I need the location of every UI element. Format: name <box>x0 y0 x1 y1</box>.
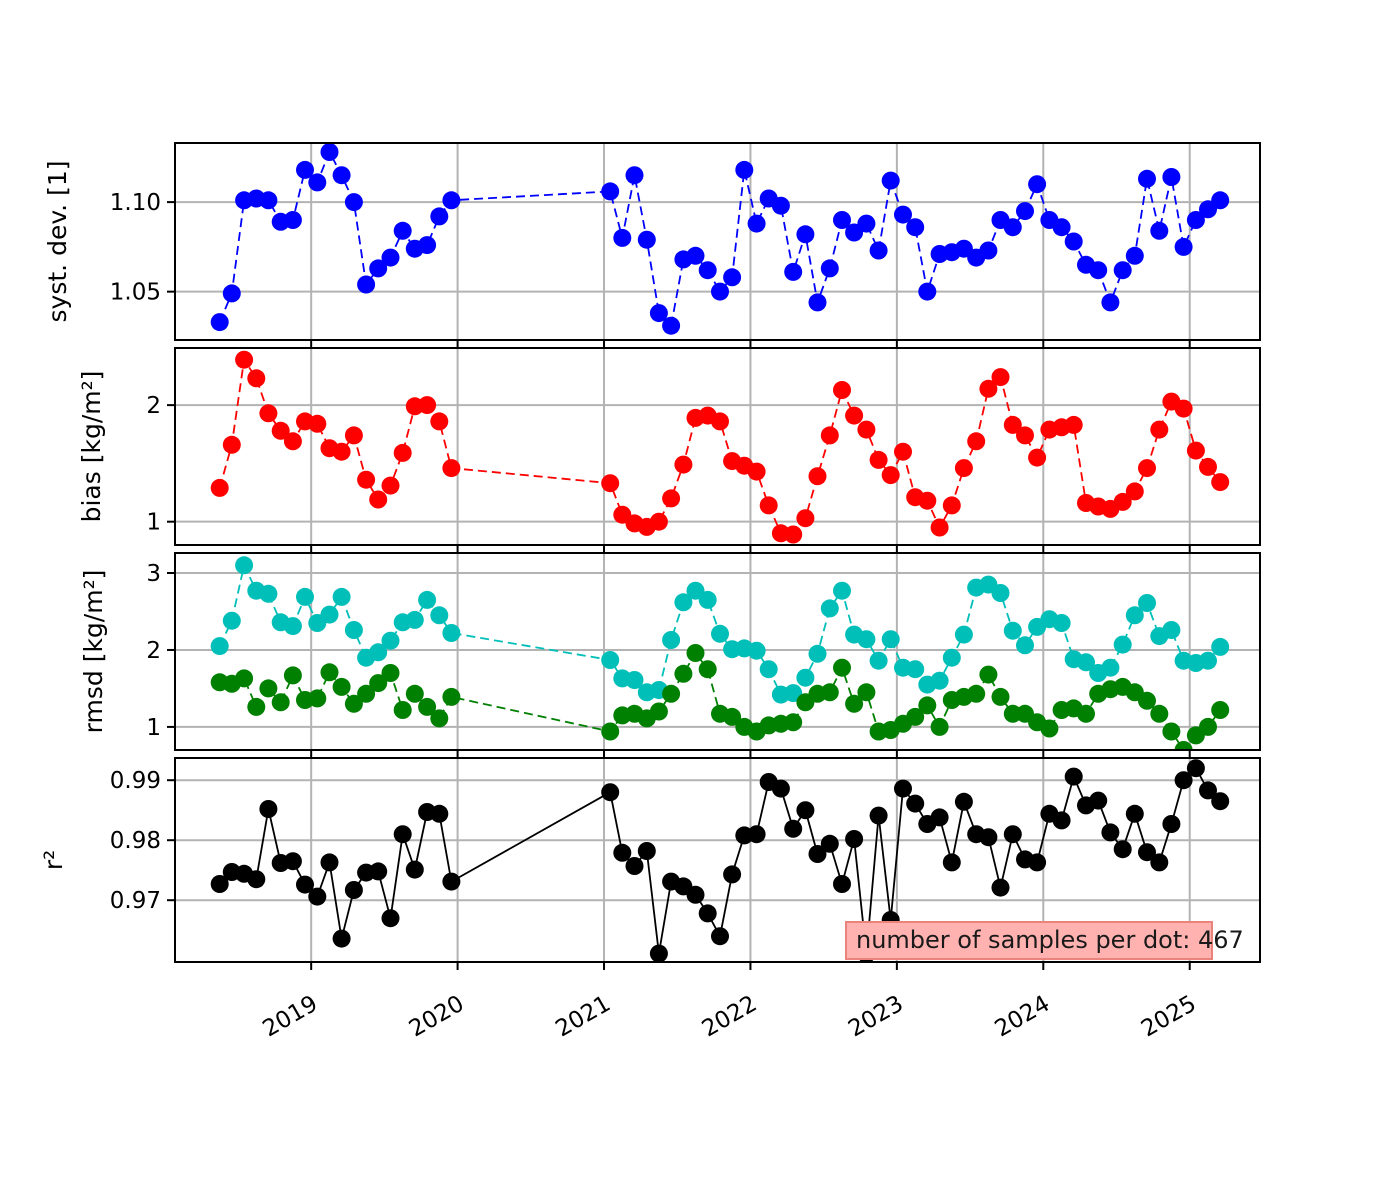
y-tick-label-syst-dev: 1.10 <box>110 190 161 216</box>
series-rmsd-total <box>210 556 1230 704</box>
grid-bias <box>175 348 1260 545</box>
y-tick-label-r2: 0.98 <box>110 828 161 854</box>
axes-spines-r2 <box>174 757 1261 963</box>
y-tick-label-r2: 0.97 <box>110 888 161 914</box>
y-tick-label-bias: 2 <box>146 393 161 419</box>
ticks-syst-dev <box>167 201 1191 348</box>
y-axis-label-rmsd: rmsd [kg/m²] <box>79 570 108 734</box>
series-points-r2 <box>210 759 1230 962</box>
y-tick-label-rmsd: 3 <box>146 561 161 587</box>
series-points-rmsd-unbiased <box>210 644 1230 750</box>
axes-spines-syst-dev <box>174 142 1261 341</box>
samples-annotation-box: number of samples per dot: 467 <box>845 921 1244 960</box>
panel-r2: 0.97 0.98 0.99 r² <box>39 757 1261 970</box>
series-points-bias <box>210 350 1230 544</box>
axes-spines-rmsd <box>174 552 1261 751</box>
y-axis-label-syst-dev: syst. dev. [1] <box>43 161 72 323</box>
samples-annotation-text: number of samples per dot: 467 <box>856 926 1244 954</box>
ticks-r2 <box>167 779 1191 970</box>
series-points-syst-dev <box>210 143 1230 335</box>
y-axis-label-bias: bias [kg/m²] <box>77 371 106 523</box>
series-rmsd-unbiased <box>210 644 1230 750</box>
y-tick-label-bias: 1 <box>146 510 161 536</box>
y-tick-label-rmsd: 1 <box>146 715 161 741</box>
grid-rmsd <box>175 553 1260 750</box>
series-r2 <box>210 759 1230 962</box>
y-tick-label-syst-dev: 1.05 <box>110 280 161 306</box>
ticks-rmsd <box>167 572 1191 758</box>
panel-syst-dev: 1.05 1.10 syst. dev. [1] <box>43 142 1261 348</box>
panel-rmsd: 1 2 3 rmsd [kg/m²] <box>79 552 1261 758</box>
y-tick-label-rmsd: 2 <box>146 638 161 664</box>
axes-spines-bias <box>174 347 1261 546</box>
series-bias <box>210 350 1230 544</box>
y-axis-label-r2: r² <box>39 850 68 870</box>
series-points-rmsd-total <box>210 556 1230 704</box>
panel-bias: 1 2 bias [kg/m²] <box>77 347 1261 553</box>
ticks-bias <box>167 404 1191 553</box>
y-tick-label-r2: 0.99 <box>110 768 161 794</box>
series-syst-dev <box>210 143 1230 335</box>
